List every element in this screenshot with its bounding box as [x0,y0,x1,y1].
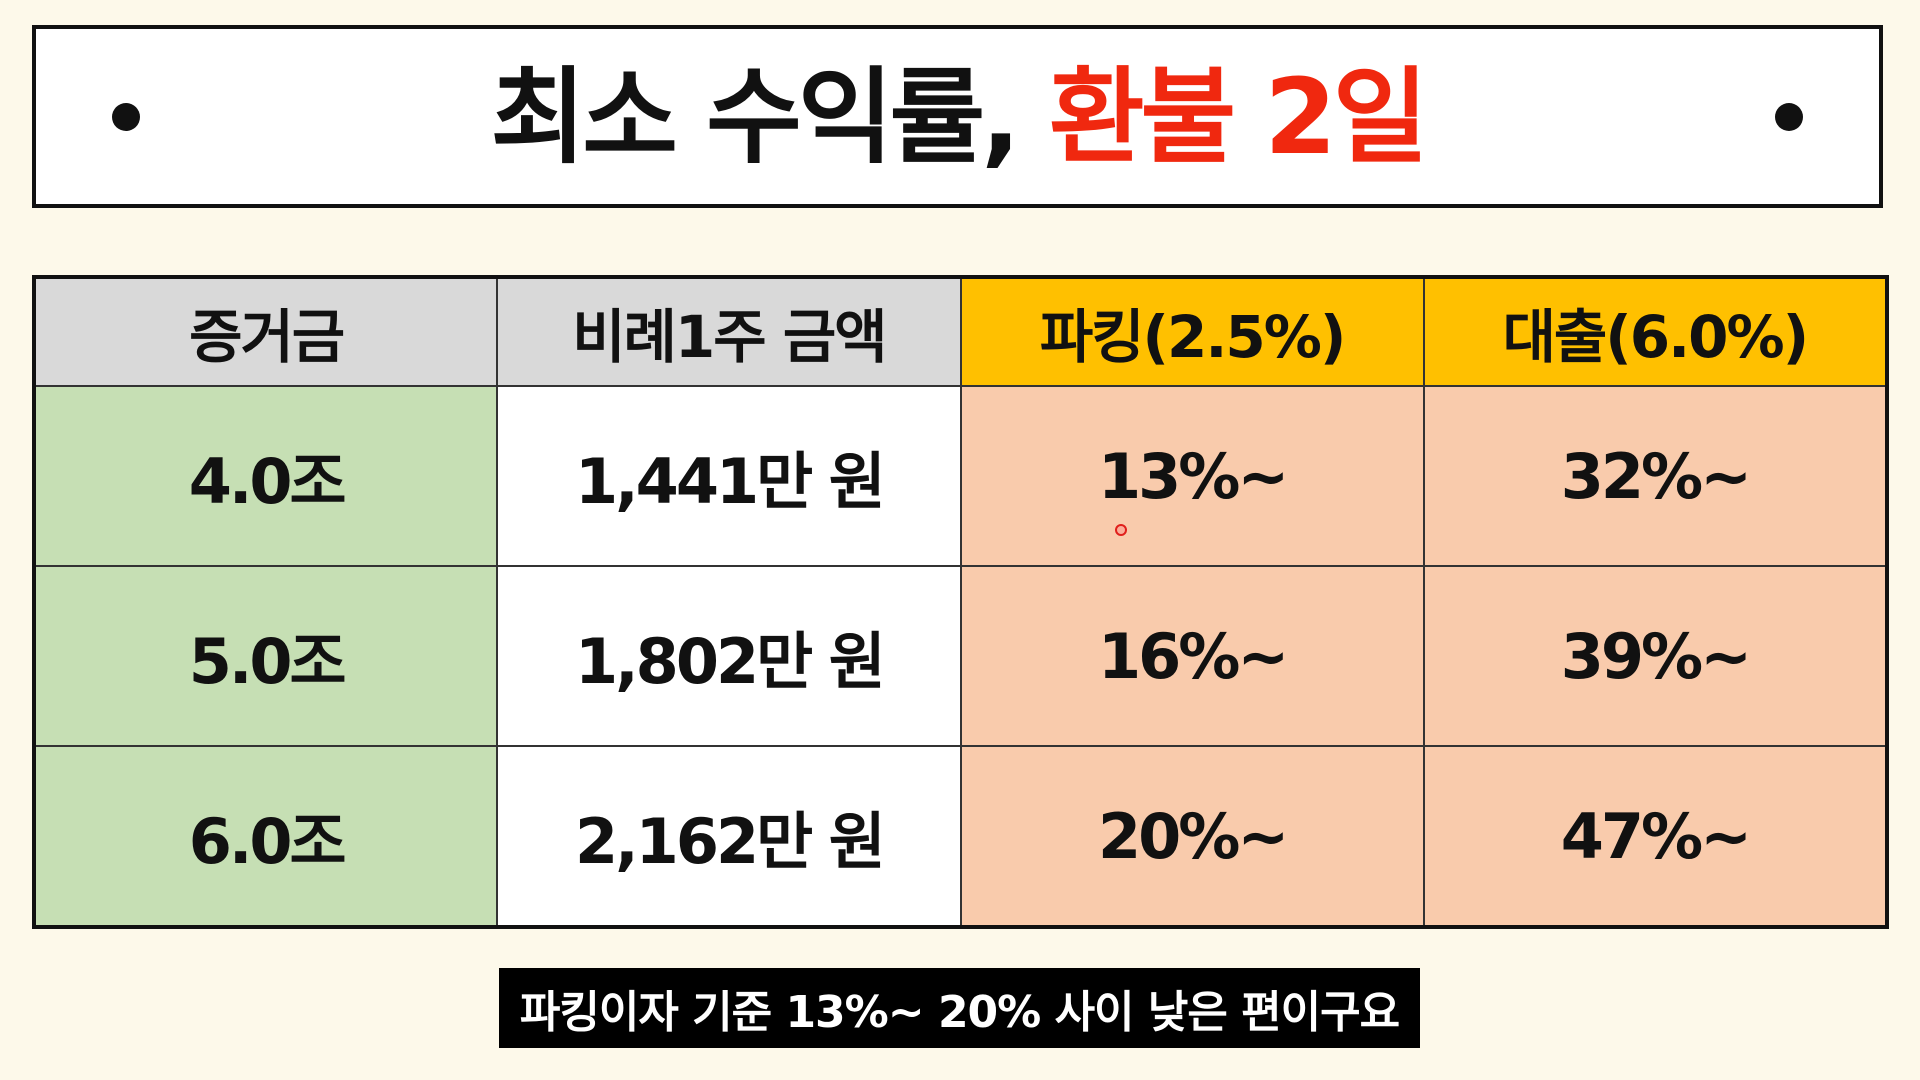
title-banner: 최소 수익률, 환불 2일 [32,25,1883,208]
bullet-dot-right [1775,102,1803,131]
table-row: 4.0조 1,441만 원 13%~ 32%~ [32,385,1889,567]
cell-amount: 2,162만 원 [496,745,962,928]
cell-margin: 5.0조 [32,565,499,747]
cell-loan: 47%~ [1422,745,1889,928]
bullet-dot-left [112,102,140,131]
cell-loan: 39%~ [1422,565,1889,747]
cell-amount: 1,441만 원 [496,385,962,567]
cell-parking: 16%~ [959,565,1425,747]
cell-loan: 32%~ [1422,385,1889,567]
title-main: 최소 수익률, [490,55,1049,178]
header-amount: 비례1주 금액 [496,276,962,387]
table-header-row: 증거금 비례1주 금액 파킹(2.5%) 대출(6.0%) [32,276,1889,387]
table-row: 5.0조 1,802만 원 16%~ 39%~ [32,565,1889,747]
subtitle-caption: 파킹이자 기준 13%~ 20% 사이 낮은 편이구요 [499,968,1420,1048]
page-title: 최소 수익률, 환불 2일 [491,65,1429,169]
cell-margin: 4.0조 [32,385,499,567]
cell-margin: 6.0조 [32,745,499,928]
header-loan: 대출(6.0%) [1422,276,1889,387]
title-accent: 환불 2일 [1048,55,1429,178]
cell-amount: 1,802만 원 [496,565,962,747]
header-margin: 증거금 [32,276,499,387]
table-row: 6.0조 2,162만 원 20%~ 47%~ [32,745,1889,928]
yield-table: 증거금 비례1주 금액 파킹(2.5%) 대출(6.0%) 4.0조 1,441… [32,275,1889,929]
cell-parking: 20%~ [959,745,1425,928]
pointer-marker [1115,524,1127,536]
cell-parking: 13%~ [959,385,1425,567]
header-parking: 파킹(2.5%) [959,276,1425,387]
